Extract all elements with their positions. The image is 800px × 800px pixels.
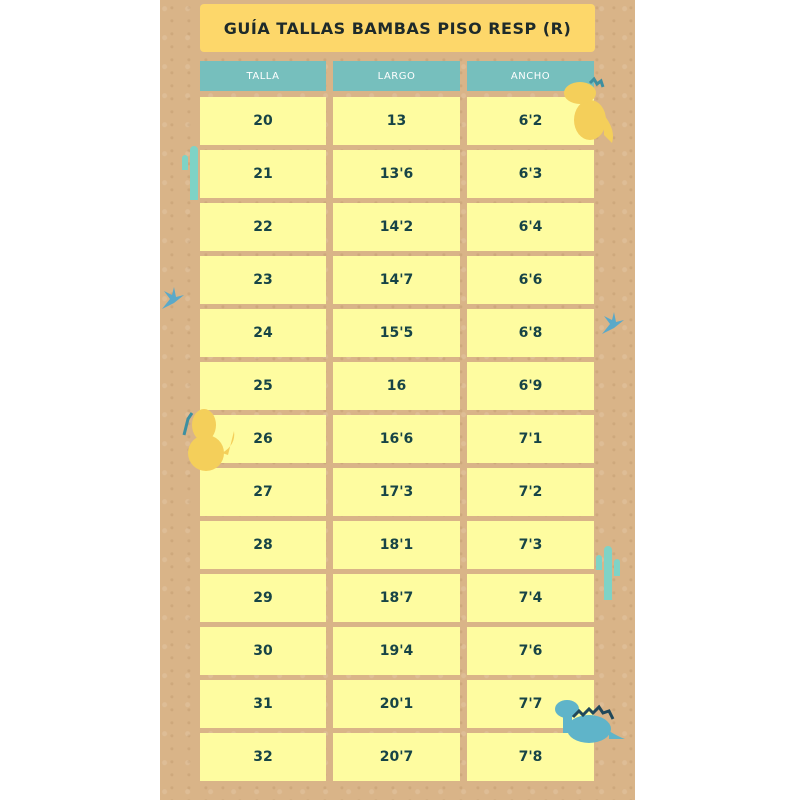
table-cell-ancho: 6'2 [467, 97, 594, 145]
table-cell-largo: 18'7 [333, 574, 460, 622]
table-cell-ancho: 6'9 [467, 362, 594, 410]
table-cell-ancho: 6'8 [467, 309, 594, 357]
table-cell-largo: 13 [333, 97, 460, 145]
table-cell-talla: 22 [200, 203, 326, 251]
table-cell-largo: 16 [333, 362, 460, 410]
table-cell-largo: 17'3 [333, 468, 460, 516]
table-cell-talla: 31 [200, 680, 326, 728]
column-header-largo: LARGO [333, 61, 460, 91]
table-cell-talla: 27 [200, 468, 326, 516]
table-cell-talla: 25 [200, 362, 326, 410]
table-cell-largo: 18'1 [333, 521, 460, 569]
table-cell-largo: 14'2 [333, 203, 460, 251]
table-cell-ancho: 7'3 [467, 521, 594, 569]
table-cell-largo: 14'7 [333, 256, 460, 304]
table-cell-talla: 23 [200, 256, 326, 304]
teal-dinosaur-icon [555, 700, 625, 743]
table-cell-largo: 16'6 [333, 415, 460, 463]
table-cell-largo: 20'7 [333, 733, 460, 781]
cactus-icon [182, 146, 206, 200]
footprint-icon [602, 312, 624, 334]
table-cell-largo: 20'1 [333, 680, 460, 728]
table-cell-ancho: 7'4 [467, 574, 594, 622]
table-cell-largo: 15'5 [333, 309, 460, 357]
column-header-talla: TALLA [200, 61, 326, 91]
cactus-icon [596, 546, 620, 600]
page-title: GUÍA TALLAS BAMBAS PISO RESP (R) [200, 4, 595, 52]
table-cell-talla: 28 [200, 521, 326, 569]
table-cell-ancho: 7'8 [467, 733, 594, 781]
table-cell-talla: 29 [200, 574, 326, 622]
table-cell-talla: 24 [200, 309, 326, 357]
table-cell-ancho: 6'4 [467, 203, 594, 251]
table-cell-talla: 32 [200, 733, 326, 781]
table-cell-ancho: 7'6 [467, 627, 594, 675]
table-cell-ancho: 6'3 [467, 150, 594, 198]
yellow-dinosaur-icon [564, 76, 613, 143]
yellow-dinosaur-icon [182, 409, 235, 471]
table-cell-ancho: 6'6 [467, 256, 594, 304]
table-cell-largo: 19'4 [333, 627, 460, 675]
table-cell-ancho: 7'2 [467, 468, 594, 516]
table-cell-talla: 20 [200, 97, 326, 145]
table-cell-talla: 21 [200, 150, 326, 198]
size-chart-panel: GUÍA TALLAS BAMBAS PISO RESP (R) TALLA LA… [160, 0, 635, 800]
table-cell-talla: 30 [200, 627, 326, 675]
table-cell-ancho: 7'1 [467, 415, 594, 463]
footprint-icon [162, 287, 184, 309]
table-cell-largo: 13'6 [333, 150, 460, 198]
